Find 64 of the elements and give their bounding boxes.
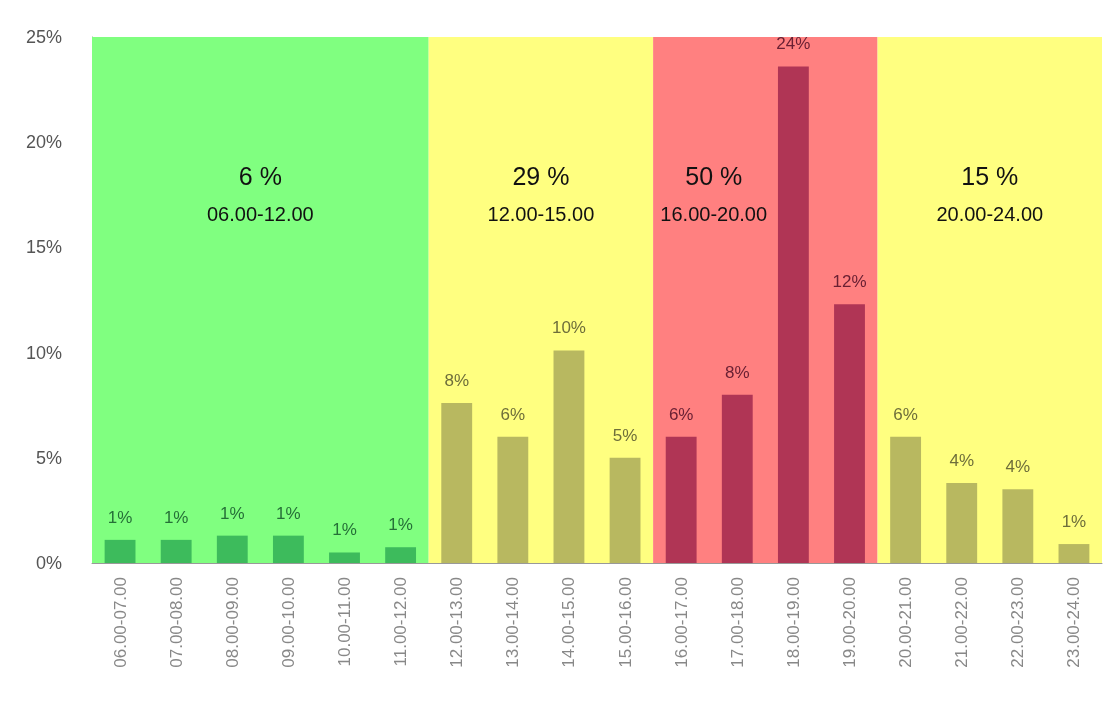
- y-tick-label: 5%: [35, 447, 62, 468]
- bar: [160, 539, 192, 563]
- bar: [497, 436, 529, 563]
- x-tick-label: 18.00-19.00: [783, 577, 803, 668]
- data-label: 1%: [1061, 512, 1087, 532]
- bar: [721, 394, 753, 563]
- x-tick-label: 13.00-14.00: [503, 577, 523, 668]
- data-label: 6%: [668, 404, 694, 424]
- x-tick-label: 19.00-20.00: [840, 577, 859, 668]
- x-tick-label: 10.00-11.00: [335, 577, 354, 667]
- band-label: 6 % 06.00-12.00: [206, 161, 314, 225]
- x-tick-label: 12.00-13.00: [447, 577, 467, 668]
- x-tick-label: 09.00-10.00: [278, 577, 298, 668]
- x-tick-label: 14.00-15.00: [559, 577, 579, 668]
- x-tick-label: 08.00-09.00: [222, 577, 242, 668]
- x-tick-label: 23.00-24.00: [1064, 577, 1084, 668]
- x-tick-label: 20.00-21.00: [896, 577, 916, 668]
- bar: [216, 535, 248, 563]
- data-label: 1%: [107, 507, 133, 527]
- data-label: 1%: [332, 520, 357, 540]
- data-label: 12%: [832, 272, 867, 292]
- bar: [553, 350, 585, 563]
- x-tick-label: 22.00-23.00: [1008, 577, 1028, 668]
- bar: [385, 547, 417, 563]
- x-tick-label: 16.00-17.00: [671, 577, 691, 668]
- bar: [665, 436, 697, 563]
- data-label: 4%: [1005, 457, 1031, 477]
- data-label: 5%: [612, 425, 638, 445]
- bar: [946, 483, 978, 563]
- x-tick-label: 07.00-08.00: [166, 577, 186, 668]
- bar: [777, 66, 809, 563]
- bar: [1002, 489, 1034, 563]
- data-label: 1%: [219, 503, 245, 523]
- bar: [609, 457, 641, 563]
- bar: [1058, 544, 1090, 563]
- data-label: 1%: [388, 515, 413, 535]
- band-label: 15 % 20.00-24.00: [936, 161, 1044, 225]
- y-tick-label: 15%: [25, 237, 62, 258]
- x-tick-label: 21.00-22.00: [952, 577, 972, 668]
- y-tick-label: 10%: [25, 342, 62, 363]
- x-tick-label: 17.00-18.00: [727, 577, 747, 668]
- data-label: 8%: [444, 371, 470, 391]
- bar: [329, 552, 360, 563]
- data-label: 1%: [276, 503, 301, 523]
- y-tick-label: 0%: [35, 553, 62, 573]
- bar: [834, 304, 865, 563]
- y-tick-label: 20%: [25, 132, 62, 153]
- data-label: 6%: [893, 404, 918, 424]
- bar: [104, 539, 136, 563]
- data-label: 4%: [949, 451, 975, 471]
- bar: [272, 535, 304, 563]
- x-tick-label: 06.00-07.00: [110, 577, 130, 668]
- bar: [890, 436, 922, 563]
- y-tick-label: 25%: [25, 27, 62, 47]
- bar: [441, 403, 473, 563]
- x-tick-label: 11.00-12.00: [391, 577, 411, 667]
- band-label: 29 % 12.00-15.00: [487, 161, 595, 225]
- data-label: 6%: [500, 404, 526, 424]
- band-label: 50 % 16.00-20.00: [660, 161, 768, 225]
- x-tick-label: 15.00-16.00: [615, 577, 635, 668]
- data-label: 8%: [724, 362, 750, 382]
- data-label: 1%: [163, 507, 189, 527]
- data-label: 24%: [776, 34, 811, 54]
- data-label: 10%: [551, 318, 586, 338]
